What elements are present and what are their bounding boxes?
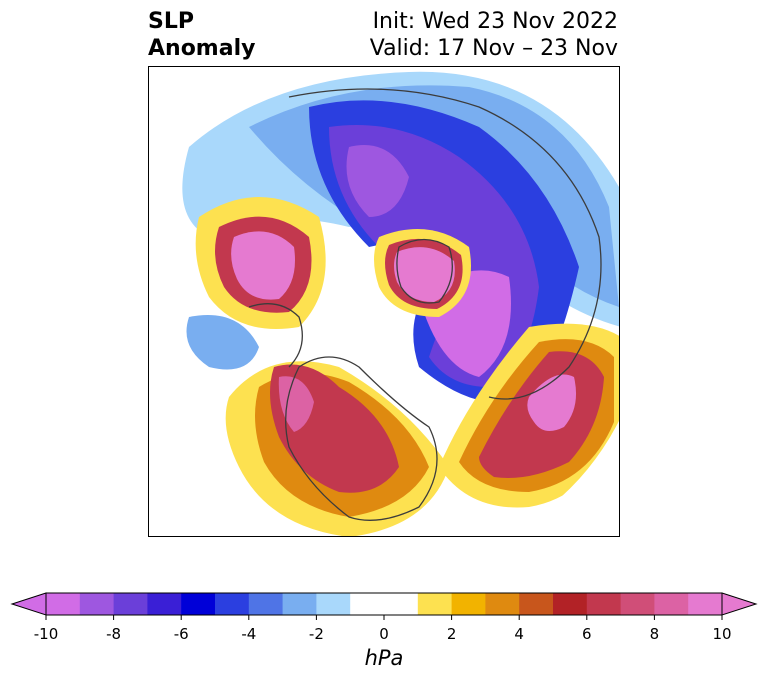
colorbar-tick-label: -8 bbox=[106, 625, 122, 643]
init-date: Init: Wed 23 Nov 2022 bbox=[372, 9, 618, 34]
colorbar-tick-label: 0 bbox=[379, 625, 389, 643]
coastline-eurasia bbox=[288, 88, 602, 400]
neg-anomaly-pacific bbox=[186, 315, 259, 370]
colorbar-segment bbox=[519, 593, 554, 615]
colorbar-segment bbox=[215, 593, 250, 615]
title-type: Anomaly bbox=[148, 36, 256, 61]
colorbar-segment bbox=[147, 593, 182, 615]
colorbar bbox=[10, 592, 758, 620]
title-left: SLP Anomaly bbox=[148, 8, 255, 62]
colorbar-tick-label: 4 bbox=[514, 625, 524, 643]
valid-range: Valid: 17 Nov – 23 Nov bbox=[369, 36, 618, 61]
colorbar-unit: hPa bbox=[364, 646, 404, 670]
colorbar-tick-label: 10 bbox=[712, 625, 732, 643]
colorbar-segment bbox=[46, 593, 81, 615]
colorbar-tick-label: -4 bbox=[241, 625, 257, 643]
pos-anomaly-namerica-pink bbox=[278, 376, 314, 432]
title-variable: SLP bbox=[148, 9, 194, 34]
coastline-greenland bbox=[396, 238, 453, 304]
colorbar-segment bbox=[553, 593, 588, 615]
colorbar-segment bbox=[451, 593, 486, 615]
colorbar-segment bbox=[417, 593, 453, 615]
coastline-alaska bbox=[248, 303, 303, 368]
colorbar-segment bbox=[316, 593, 351, 615]
colorbar-segment bbox=[79, 593, 115, 615]
pos-anomaly-atlantic-pink bbox=[527, 374, 577, 431]
colorbar-tick-label: -10 bbox=[33, 625, 59, 643]
colorbar-segment bbox=[620, 593, 655, 615]
map-panel bbox=[148, 66, 620, 537]
pos-anomaly-pacific-pink bbox=[231, 231, 295, 300]
colorbar-tick-label: -2 bbox=[308, 625, 324, 643]
colorbar-tick-label: 6 bbox=[582, 625, 592, 643]
colorbar-segment bbox=[181, 593, 216, 615]
colorbar-segment bbox=[350, 593, 385, 615]
colorbar-segment bbox=[654, 593, 689, 615]
colorbar-segment bbox=[282, 593, 317, 615]
colorbar-extend-low bbox=[10, 592, 47, 616]
colorbar-segment bbox=[248, 593, 284, 615]
colorbar-segment bbox=[384, 593, 419, 615]
colorbar-tick-label: -6 bbox=[173, 625, 189, 643]
neg-anomaly-violet-core-north bbox=[346, 145, 409, 217]
colorbar-tick-label: 2 bbox=[446, 625, 457, 643]
colorbar-extend-high bbox=[721, 592, 758, 616]
colorbar-segment bbox=[485, 593, 520, 615]
colorbar-segment bbox=[113, 593, 148, 615]
pos-anomaly-arctic-pink bbox=[394, 247, 455, 302]
colorbar-segment bbox=[688, 593, 723, 615]
title-right: Init: Wed 23 Nov 2022 Valid: 17 Nov – 23… bbox=[370, 8, 618, 62]
colorbar-tick-label: 8 bbox=[649, 625, 660, 643]
colorbar-segment bbox=[586, 593, 622, 615]
anomaly-map bbox=[182, 71, 619, 536]
coastline-namerica bbox=[285, 356, 438, 521]
